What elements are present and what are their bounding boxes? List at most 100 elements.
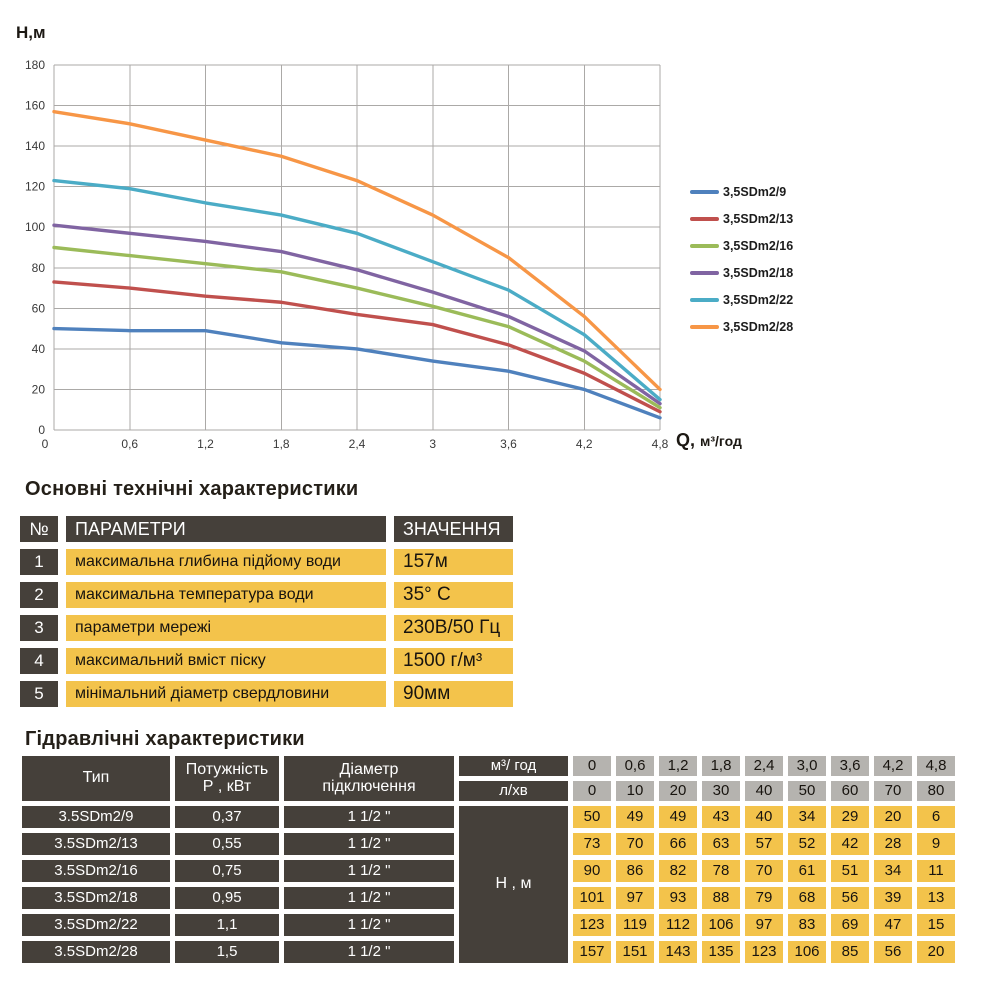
hyd-header-diameter-line2: підключення: [322, 777, 416, 795]
hyd-head-value: 13: [917, 887, 955, 909]
hyd-head-value: 34: [874, 860, 912, 882]
hyd-header-power: Потужність Р , кВт: [175, 756, 279, 801]
hyd-head-value: 29: [831, 806, 869, 828]
legend-swatch: [690, 244, 719, 248]
hyd-head-value: 135: [702, 941, 740, 963]
hyd-row-power: 0,37: [175, 806, 279, 828]
hyd-head-value: 69: [831, 914, 869, 936]
x-axis-tick-label: 3: [429, 437, 436, 451]
hyd-row-type: 3.5SDm2/18: [22, 887, 170, 909]
series-line: [52, 280, 662, 414]
chart-axis-tick-labels: 0 20 40 60 80 100 120 140 160 180 0 0,6 1,2 1,8 2,4 3 3,…: [25, 58, 669, 451]
hyd-flow-value: 40: [745, 781, 783, 801]
y-axis-tick-label: 160: [25, 99, 45, 113]
x-axis-tick-label: 4,2: [576, 437, 593, 451]
hyd-row-type: 3.5SDm2/9: [22, 806, 170, 828]
hyd-header-power-line2: Р , кВт: [202, 777, 252, 795]
legend-swatch: [690, 217, 719, 221]
y-axis-tick-label: 120: [25, 180, 45, 194]
chart-canvas: 0 20 40 60 80 100 120 140 160 180 0 0,6 1,2 1,8 2,4 3 3,…: [16, 23, 742, 451]
hyd-flow-value: 30: [702, 781, 740, 801]
series-line: [52, 326, 662, 420]
hyd-header-diameter-line1: Діаметр: [339, 760, 399, 778]
y-axis-tick-label: 20: [32, 382, 46, 396]
hyd-flow-value: 3,6: [831, 756, 869, 776]
tech-row-value: 35° С: [394, 582, 513, 608]
hyd-row-power: 0,75: [175, 860, 279, 882]
tech-row-param: максимальна температура води: [66, 582, 386, 608]
hyd-head-value: 15: [917, 914, 955, 936]
hyd-row-power: 1,5: [175, 941, 279, 963]
legend-item: 3,5SDm2/18: [690, 264, 793, 282]
series-line: [52, 109, 662, 392]
hyd-head-value: 82: [659, 860, 697, 882]
tech-row-value: 1500 г/м³: [394, 648, 513, 674]
hydraulic-section-title: Гідравлічні характеристики: [25, 728, 305, 750]
y-axis-tick-label: 60: [32, 301, 46, 315]
hyd-row-type: 3.5SDm2/28: [22, 941, 170, 963]
legend-label: 3,5SDm2/22: [723, 293, 794, 307]
hyd-head-value: 90: [573, 860, 611, 882]
y-axis-tick-label: 140: [25, 139, 45, 153]
legend-item: 3,5SDm2/28: [690, 318, 793, 336]
x-axis-tick-label: 2,4: [349, 437, 366, 451]
x-axis-tick-label: 0,6: [121, 437, 138, 451]
hyd-flow-value: 0,6: [616, 756, 654, 776]
hyd-head-value: 40: [745, 806, 783, 828]
legend-label: 3,5SDm2/28: [723, 320, 794, 334]
hyd-row-type: 3.5SDm2/16: [22, 860, 170, 882]
tech-header-num: №: [20, 516, 58, 542]
tech-header-value: ЗНАЧЕННЯ: [394, 516, 513, 542]
legend-item: 3,5SDm2/13: [690, 210, 793, 228]
tech-characteristics-table: № ПАРАМЕТРИ ЗНАЧЕННЯ 1 максимальна глибина п…: [20, 516, 513, 707]
hyd-head-value: 56: [874, 941, 912, 963]
tech-row-number: 4: [20, 648, 58, 674]
hyd-head-value: 70: [745, 860, 783, 882]
hyd-header-diameter: Діаметр підключення: [284, 756, 454, 801]
chart-grid: [53, 64, 661, 431]
hyd-flow-value: 60: [831, 781, 869, 801]
legend-label: 3,5SDm2/9: [723, 185, 787, 199]
hyd-row-type: 3.5SDm2/22: [22, 914, 170, 936]
hyd-head-value: 119: [616, 914, 654, 936]
legend-swatch: [690, 271, 719, 275]
x-axis-tick-label: 4,8: [652, 437, 669, 451]
hyd-head-value: 123: [745, 941, 783, 963]
hyd-head-value: 11: [917, 860, 955, 882]
hyd-head-value: 57: [745, 833, 783, 855]
hyd-head-value: 112: [659, 914, 697, 936]
hyd-flow-value: 0: [573, 781, 611, 801]
hyd-row-diameter: 1 1/2 ": [284, 941, 454, 963]
hyd-head-value: 66: [659, 833, 697, 855]
x-axis-tick-label: 1,8: [273, 437, 290, 451]
x-axis-tick-label: 1,2: [197, 437, 214, 451]
legend-swatch: [690, 325, 719, 329]
hyd-flow-value: 20: [659, 781, 697, 801]
hyd-head-value: 88: [702, 887, 740, 909]
legend-label: 3,5SDm2/13: [723, 212, 794, 226]
hyd-flow-value: 3,0: [788, 756, 826, 776]
tech-header-param: ПАРАМЕТРИ: [66, 516, 386, 542]
hyd-head-value: 20: [874, 806, 912, 828]
hyd-flow-value: 80: [917, 781, 955, 801]
tech-section-title: Основні технічні характеристики: [25, 478, 359, 500]
hyd-head-value: 49: [616, 806, 654, 828]
hyd-head-value: 47: [874, 914, 912, 936]
hyd-head-value: 51: [831, 860, 869, 882]
hyd-head-value: 78: [702, 860, 740, 882]
hyd-head-value: 49: [659, 806, 697, 828]
hyd-row-power: 0,95: [175, 887, 279, 909]
legend-label: 3,5SDm2/18: [723, 266, 794, 280]
hyd-row-diameter: 1 1/2 ": [284, 860, 454, 882]
hyd-header-type: Тип: [22, 756, 170, 801]
hyd-head-value: 86: [616, 860, 654, 882]
hyd-flow-value: 10: [616, 781, 654, 801]
hyd-head-value: 97: [745, 914, 783, 936]
hyd-row-diameter: 1 1/2 ": [284, 914, 454, 936]
series-line: [52, 245, 662, 410]
hyd-row-diameter: 1 1/2 ": [284, 887, 454, 909]
hyd-head-value: 157: [573, 941, 611, 963]
hyd-head-value: 20: [917, 941, 955, 963]
hyd-flow-value: 0: [573, 756, 611, 776]
hyd-head-value: 143: [659, 941, 697, 963]
